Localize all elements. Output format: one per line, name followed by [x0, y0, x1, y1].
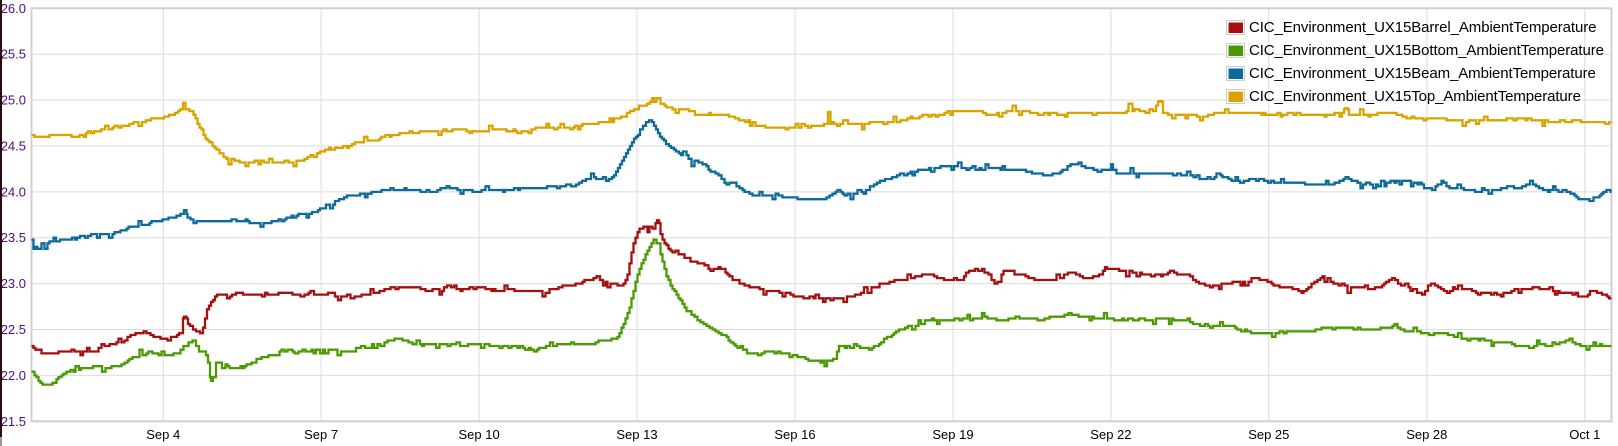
svg-text:22.0: 22.0 — [1, 368, 26, 383]
svg-text:CIC_Environment_UX15Bottom_Amb: CIC_Environment_UX15Bottom_AmbientTemper… — [1249, 42, 1604, 59]
svg-text:CIC_Environment_UX15Top_Ambien: CIC_Environment_UX15Top_AmbientTemperatu… — [1249, 88, 1581, 105]
svg-text:Sep 4: Sep 4 — [146, 427, 180, 442]
svg-text:CIC_Environment_UX15Beam_Ambie: CIC_Environment_UX15Beam_AmbientTemperat… — [1249, 65, 1596, 82]
svg-text:Sep 10: Sep 10 — [458, 427, 499, 442]
svg-text:23.5: 23.5 — [1, 230, 26, 245]
svg-text:21.5: 21.5 — [1, 414, 26, 429]
svg-text:Sep 16: Sep 16 — [774, 427, 815, 442]
svg-text:26.0: 26.0 — [1, 1, 26, 16]
svg-text:CIC_Environment_UX15Barrel_Amb: CIC_Environment_UX15Barrel_AmbientTemper… — [1249, 19, 1596, 36]
svg-text:23.0: 23.0 — [1, 276, 26, 291]
svg-text:Sep 7: Sep 7 — [304, 427, 338, 442]
svg-text:Sep 25: Sep 25 — [1248, 427, 1289, 442]
svg-text:24.0: 24.0 — [1, 184, 26, 199]
svg-text:25.0: 25.0 — [1, 93, 26, 108]
svg-text:22.5: 22.5 — [1, 322, 26, 337]
svg-text:Sep 19: Sep 19 — [932, 427, 973, 442]
svg-text:Sep 22: Sep 22 — [1090, 427, 1131, 442]
svg-text:25.5: 25.5 — [1, 47, 26, 62]
svg-text:Oct 1: Oct 1 — [1569, 427, 1600, 442]
svg-text:24.5: 24.5 — [1, 139, 26, 154]
svg-text:Sep 13: Sep 13 — [616, 427, 657, 442]
svg-text:Sep 28: Sep 28 — [1406, 427, 1447, 442]
